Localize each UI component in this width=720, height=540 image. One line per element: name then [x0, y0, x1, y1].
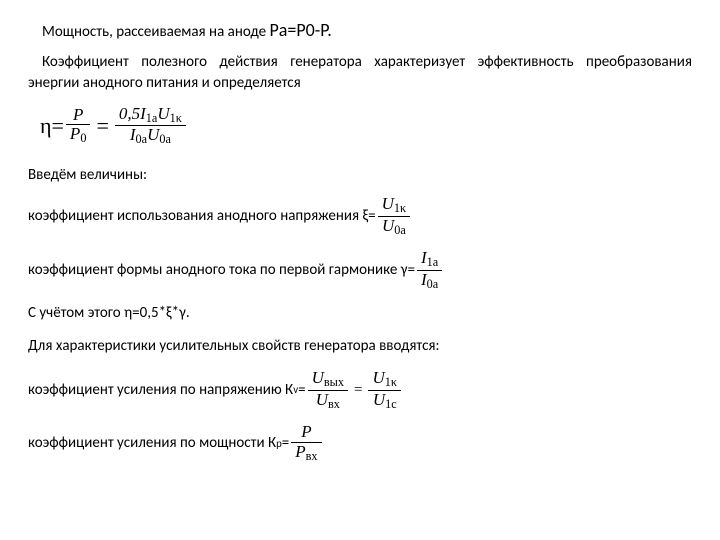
- fraction-kv-1: Uвых Uвх: [308, 369, 348, 411]
- eta-num-05: 0,5: [119, 104, 140, 123]
- xi-num-sub: 1κ: [394, 201, 406, 215]
- fraction-gamma: I1a I0a: [417, 249, 442, 291]
- kv2-den-sub: 1c: [385, 397, 397, 411]
- equation-pa: Pа=P0-P.: [269, 19, 331, 41]
- line-xi: коэффициент использования анодного напря…: [28, 195, 692, 237]
- text-kp: коэффициент усиления по мощности К: [28, 433, 276, 454]
- gamma-num-sub: 1a: [427, 255, 439, 269]
- text-gamma: коэффициент формы анодного тока по перво…: [28, 260, 415, 281]
- kv2-num: U: [372, 368, 384, 387]
- text-kv: коэффициент усиления по напряжению К: [28, 380, 293, 401]
- eta-f1-num: P: [73, 105, 83, 124]
- fraction-eta-expanded: 0,5I1aU1κ I0aU0a: [115, 105, 186, 147]
- line-amplifier-intro: Для характеристики усилительных свойств …: [28, 336, 692, 357]
- text-xi: коэффициент использования анодного напря…: [28, 206, 376, 227]
- kv2-num-sub: 1κ: [385, 375, 397, 389]
- fraction-p-p0: P P0: [66, 106, 91, 146]
- xi-den-sub: 0a: [394, 223, 406, 237]
- eta-den-i-sub: 0a: [136, 132, 148, 146]
- kv1-den-sub: вх: [328, 397, 340, 411]
- intro-values: Введём величины:: [28, 165, 692, 185]
- equals-sign: =: [92, 113, 112, 139]
- eta-f1-den-sub: 0: [80, 131, 86, 145]
- document-page: Мощность, рассеиваемая на аноде Pа=P0-P.…: [0, 0, 720, 493]
- kv2-den: U: [373, 390, 385, 409]
- equals-sign-kv: =: [350, 380, 366, 401]
- eta-num-u: U: [157, 104, 169, 123]
- fraction-xi: U1κ U0a: [378, 195, 411, 237]
- fraction-kp: P Pвх: [291, 423, 321, 463]
- fraction-kv-2: U1κ U1c: [368, 369, 401, 411]
- kp-den-sub: вх: [306, 449, 318, 463]
- kp-den: P: [295, 442, 305, 461]
- kv1-num: U: [312, 368, 324, 387]
- paragraph-power-dissipation: Мощность, рассеиваемая на аноде Pа=P0-P.: [28, 18, 692, 42]
- eta-num-i-sub: 1a: [146, 111, 158, 125]
- xi-den: U: [382, 216, 394, 235]
- xi-num: U: [382, 194, 394, 213]
- kv1-den: U: [316, 390, 328, 409]
- kv1-num-sub: вых: [324, 375, 344, 389]
- eta-den-u-sub: 0a: [159, 132, 171, 146]
- line-gamma: коэффициент формы анодного тока по перво…: [28, 249, 692, 291]
- eta-num-u-sub: 1κ: [170, 111, 182, 125]
- line-eta-product: С учётом этого η=0,5*ξ*γ.: [28, 303, 692, 324]
- eta-f1-den: P: [70, 124, 80, 143]
- eta-den-u: U: [147, 125, 159, 144]
- line-kp: коэффициент усиления по мощности Кр= P P…: [28, 423, 692, 463]
- text-p1-pre: Мощность, рассеиваемая на аноде: [42, 23, 269, 41]
- paragraph-efficiency: Коэффициент полезного действия генератор…: [28, 52, 692, 93]
- eta-label: η=: [40, 113, 64, 139]
- line-kv: коэффициент усиления по напряжению Кv= U…: [28, 369, 692, 411]
- gamma-den-sub: 0a: [427, 277, 439, 291]
- kv-eq: =: [298, 380, 305, 401]
- kp-eq: =: [282, 433, 289, 454]
- kp-num: P: [301, 422, 311, 441]
- equation-eta: η= P P0 = 0,5I1aU1κ I0aU0a: [40, 105, 692, 147]
